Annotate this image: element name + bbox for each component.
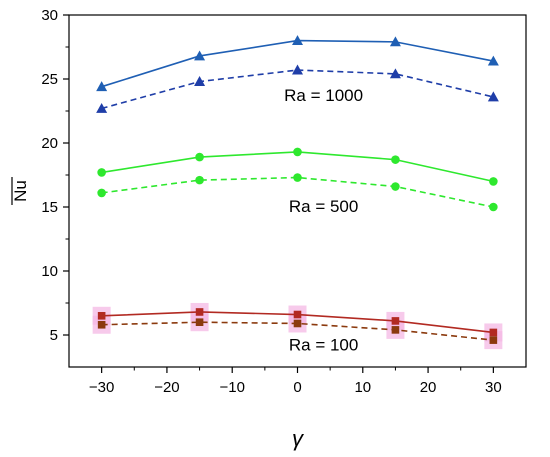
y-tick-label: 30 xyxy=(41,7,58,24)
data-point xyxy=(389,36,401,47)
data-point xyxy=(389,68,401,79)
group-annotation: Ra = 100 xyxy=(289,335,358,354)
y-tick-label: 15 xyxy=(41,199,58,216)
x-tick-label: 20 xyxy=(420,379,437,396)
x-axis-label: γ xyxy=(292,426,305,451)
x-tick-label: −30 xyxy=(89,379,114,396)
x-tick-label: −10 xyxy=(219,379,244,396)
data-point xyxy=(293,310,302,319)
data-point xyxy=(293,147,302,157)
y-axis-label-group: Nu xyxy=(11,177,30,205)
data-point xyxy=(487,55,499,66)
data-point xyxy=(194,76,206,86)
group-annotation: Ra = 500 xyxy=(289,197,358,216)
group-annotation: Ra = 1000 xyxy=(284,86,363,105)
data-point xyxy=(391,317,400,325)
data-point xyxy=(489,202,498,212)
data-point xyxy=(195,318,204,326)
data-point xyxy=(97,320,106,329)
x-tick-label: 10 xyxy=(354,379,371,396)
data-point xyxy=(391,326,400,334)
y-axis-label: Nu xyxy=(11,180,30,202)
data-point xyxy=(489,177,498,186)
annotation-layer: Ra = 1000 Ra = 500 Ra = 100 xyxy=(284,86,363,355)
y-tick-label: 5 xyxy=(50,327,58,344)
data-point xyxy=(97,188,106,198)
series-2 xyxy=(96,64,499,113)
series-4 xyxy=(97,173,498,212)
x-tick-label: 30 xyxy=(485,379,502,396)
data-point xyxy=(391,155,400,164)
data-point xyxy=(195,308,204,316)
data-point xyxy=(489,336,498,344)
data-point xyxy=(487,91,499,102)
series-6 xyxy=(97,318,498,344)
data-point xyxy=(293,319,302,328)
data-point xyxy=(489,328,498,337)
data-point xyxy=(96,102,108,113)
series-line xyxy=(101,39,494,88)
data-point xyxy=(195,175,204,185)
x-tick-label: 0 xyxy=(293,379,301,396)
x-tick-label: −20 xyxy=(154,379,179,396)
data-point xyxy=(292,35,303,45)
series-5 xyxy=(97,308,498,337)
y-tick-label: 25 xyxy=(41,71,58,88)
data-point xyxy=(292,64,303,75)
series-layer xyxy=(96,35,499,344)
y-tick-label: 10 xyxy=(41,263,58,280)
data-point xyxy=(293,173,302,182)
series-3 xyxy=(97,147,498,186)
y-tick-label: 20 xyxy=(41,135,58,152)
data-point xyxy=(97,168,106,177)
series-1 xyxy=(96,35,499,92)
data-point xyxy=(195,152,204,162)
data-point xyxy=(96,81,108,92)
data-point xyxy=(194,50,206,61)
data-point xyxy=(391,182,400,191)
tick-label-layer: −30 −20 −10 0 10 20 30 5 10 15 20 25 30 xyxy=(41,7,501,396)
data-point xyxy=(97,312,106,320)
tick-layer xyxy=(63,14,494,373)
series-line xyxy=(101,176,494,208)
